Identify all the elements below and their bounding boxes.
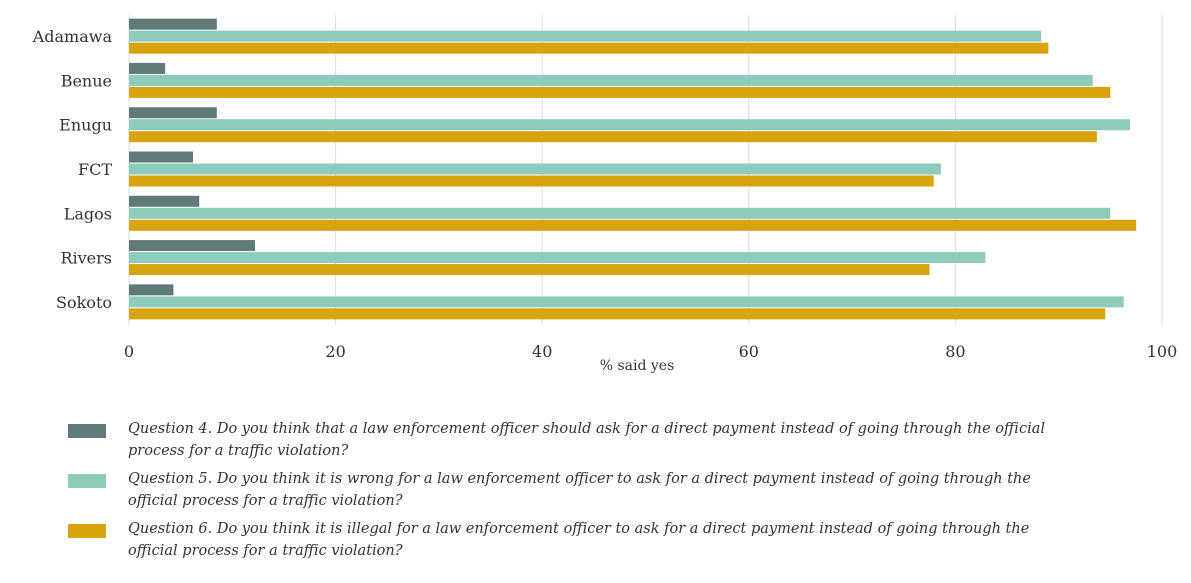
category-label-enugu: Enugu bbox=[59, 116, 112, 135]
bar-q5-lagos bbox=[129, 207, 1111, 219]
x-tick-label: 20 bbox=[325, 342, 345, 361]
bar-q6-lagos bbox=[129, 219, 1137, 231]
bar-q5-benue bbox=[129, 74, 1093, 86]
x-tick-label: 40 bbox=[532, 342, 552, 361]
category-label-fct: FCT bbox=[78, 160, 112, 179]
x-tick-label: 80 bbox=[945, 342, 965, 361]
x-tick-labels: 0 20 40 60 80 100 bbox=[124, 342, 1177, 361]
bar-q5-rivers bbox=[129, 252, 986, 264]
bar-q6-fct bbox=[129, 175, 934, 187]
bar-q5-fct bbox=[129, 163, 941, 175]
x-tick-label: 0 bbox=[124, 342, 134, 361]
bar-q5-sokoto bbox=[129, 296, 1124, 308]
bar-q4-sokoto bbox=[129, 284, 174, 296]
category-label-sokoto: Sokoto bbox=[56, 293, 112, 312]
legend-label-q6: Question 6. Do you think it is illegal f… bbox=[128, 521, 1030, 559]
bar-q6-adamawa bbox=[129, 42, 1049, 54]
x-axis-title: % said yes bbox=[600, 358, 675, 374]
legend: Question 4. Do you think that a law enfo… bbox=[68, 418, 1118, 568]
bar-q4-fct bbox=[129, 151, 194, 163]
bars bbox=[129, 18, 1137, 320]
bar-q4-adamawa bbox=[129, 18, 217, 30]
legend-swatch-q5 bbox=[68, 474, 106, 488]
legend-item-q5: Question 5. Do you think it is wrong for… bbox=[68, 468, 1118, 512]
bar-q6-sokoto bbox=[129, 308, 1106, 320]
bar-q6-benue bbox=[129, 86, 1111, 98]
category-label-benue: Benue bbox=[61, 71, 112, 90]
bar-q5-adamawa bbox=[129, 30, 1042, 42]
x-tick-label: 100 bbox=[1147, 342, 1178, 361]
legend-label-q4: Question 4. Do you think that a law enfo… bbox=[128, 421, 1045, 459]
bar-q6-rivers bbox=[129, 264, 930, 276]
bar-q4-benue bbox=[129, 62, 166, 74]
category-labels: Adamawa Benue Enugu FCT Lagos Rivers Sokoto bbox=[32, 27, 113, 312]
bar-chart: Adamawa Benue Enugu FCT Lagos Rivers Sokoto 0 2… bbox=[32, 15, 1177, 374]
legend-swatch-q6 bbox=[68, 524, 106, 538]
bar-q4-enugu bbox=[129, 107, 217, 119]
legend-item-q4: Question 4. Do you think that a law enfo… bbox=[68, 418, 1118, 462]
x-tick-label: 60 bbox=[739, 342, 759, 361]
bar-q4-rivers bbox=[129, 240, 256, 252]
bar-q4-lagos bbox=[129, 195, 200, 207]
category-label-rivers: Rivers bbox=[60, 249, 112, 268]
legend-swatch-q4 bbox=[68, 424, 106, 438]
bar-q6-enugu bbox=[129, 131, 1097, 143]
category-label-lagos: Lagos bbox=[64, 204, 112, 223]
legend-label-q5: Question 5. Do you think it is wrong for… bbox=[128, 471, 1031, 509]
bar-q5-enugu bbox=[129, 119, 1130, 131]
category-label-adamawa: Adamawa bbox=[32, 27, 113, 46]
legend-item-q6: Question 6. Do you think it is illegal f… bbox=[68, 518, 1118, 562]
